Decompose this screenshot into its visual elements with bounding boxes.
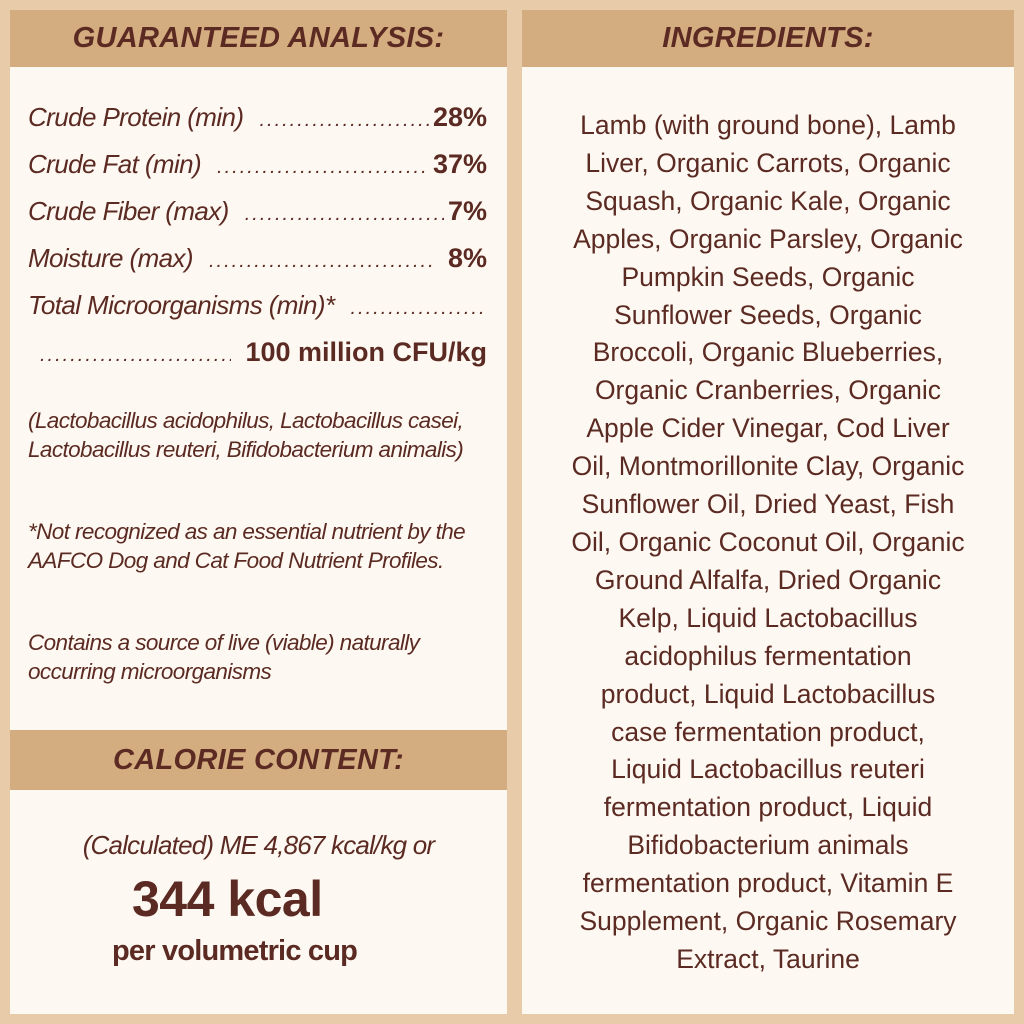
calorie-me-line: (Calculated) ME 4,867 kcal/kg or (82, 830, 435, 860)
ingredients-line: Oil, Montmorillonite Clay, Organic (571, 451, 965, 482)
analysis-value: 28% (432, 102, 487, 132)
ingredients-line: Broccoli, Organic Blueberries, (592, 337, 944, 368)
analysis-label: Crude Fat (min) (28, 149, 202, 179)
ingredients-list: Lamb (with ground bone), Lamb Liver, Orga… (522, 107, 1014, 979)
analysis-row: Crude Fiber (max).......................… (28, 196, 487, 232)
analysis-value: 8% (447, 243, 487, 273)
ingredients-line: fermentation product, Liquid (603, 792, 933, 823)
ingredients-line: Liquid Lactobacillus reuteri (611, 754, 925, 785)
ingredients-line: Kelp, Liquid Lactobacillus (618, 602, 918, 633)
analysis-row: Moisture (max)..........................… (28, 243, 487, 279)
ingredients-line: Supplement, Organic Rosemary (579, 906, 957, 937)
calorie-per-cup: per volumetric cup (112, 935, 358, 967)
ingredients-line: Bifidobacterium animals (627, 830, 909, 861)
strains-note: (Lactobacillus acidophilus, Lactobacillu… (28, 408, 464, 462)
ingredients-line: acidophilus fermentation (624, 640, 912, 671)
live-microorganisms-note: Contains a source of live (viable) natur… (28, 630, 420, 684)
ingredients-line: fermentation product, Vitamin E (582, 868, 954, 899)
dot-leader: .............................. (350, 297, 483, 319)
analysis-row: Crude Fat (min).........................… (28, 149, 487, 185)
ingredients-line: Ground Alfalfa, Dried Organic (594, 564, 942, 595)
ingredients-line: Squash, Organic Kale, Organic (585, 185, 951, 216)
dot-leader: .............................. (244, 203, 444, 225)
ingredients-line: Lamb (with ground bone), Lamb (580, 110, 956, 140)
analysis-value: 37% (432, 149, 487, 179)
analysis-header: GUARANTEED ANALYSIS: (10, 10, 507, 67)
ingredients-line: Pumpkin Seeds, Organic (621, 261, 915, 292)
dot-leader: .............................. (217, 156, 429, 178)
ingredients-line: Oil, Organic Coconut Oil, Organic (571, 526, 965, 557)
analysis-value: 7% (447, 196, 487, 226)
aafco-footnote: *Not recognized as an essential nutrient… (28, 519, 466, 573)
ingredients-line: Apple Cider Vinegar, Cod Liver (586, 413, 950, 444)
ingredients-line: product, Liquid Lactobacillus (600, 678, 936, 709)
dot-leader: .............................. (259, 109, 429, 131)
analysis-label: Total Microorganisms (min)* (28, 290, 335, 320)
ingredients-line: Liver, Organic Carrots, Organic (585, 147, 951, 178)
dot-leader: .............................. (208, 250, 436, 272)
ingredients-panel: INGREDIENTS: Lamb (with ground bone), La… (522, 10, 1014, 1014)
ingredients-line: Apples, Organic Parsley, Organic (573, 223, 963, 254)
analysis-value: 100 million CFU/kg (245, 337, 487, 367)
ingredients-line: Sunflower Oil, Dried Yeast, Fish (581, 489, 955, 520)
calorie-big-value: 344 kcal (132, 871, 323, 927)
dot-leader: .............................. (40, 344, 231, 366)
analysis-label: Moisture (max) (28, 243, 194, 273)
analysis-row: Total Microorganisms (min)*.............… (28, 290, 487, 326)
ingredients-line: case fermentation product, (611, 716, 925, 747)
ingredients-header: INGREDIENTS: (522, 10, 1014, 67)
analysis-label: Crude Protein (min) (28, 102, 244, 132)
ingredients-line: Extract, Taurine (676, 943, 860, 974)
analysis-label: Crude Fiber (max) (28, 196, 229, 226)
ingredients-line: Organic Cranberries, Organic (594, 375, 942, 406)
calorie-header: CALORIE CONTENT: (10, 730, 507, 790)
analysis-row: .............................. 100 millio… (40, 337, 487, 373)
analysis-row: Crude Protein (min).....................… (28, 102, 487, 138)
ingredients-line: Sunflower Seeds, Organic (614, 299, 922, 330)
guaranteed-analysis-panel: GUARANTEED ANALYSIS: Crude Protein (min)… (10, 10, 507, 1014)
